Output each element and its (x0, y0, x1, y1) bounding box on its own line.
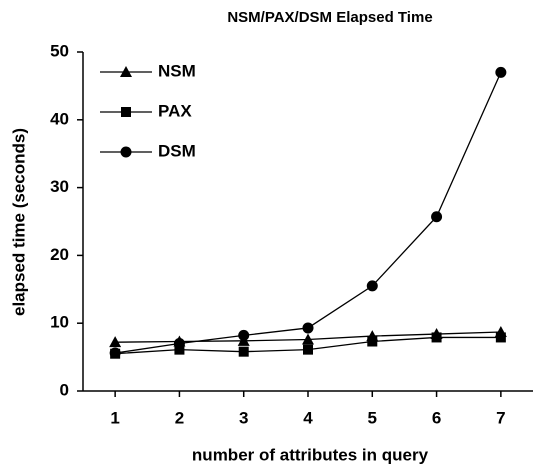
data-point (109, 336, 122, 348)
data-point (495, 66, 507, 78)
data-point (173, 338, 185, 350)
data-point (174, 344, 185, 355)
data-point (302, 333, 314, 345)
data-point (109, 347, 121, 359)
legend-marker (120, 146, 132, 158)
y-tick-label: 10 (50, 313, 69, 332)
y-tick-label: 50 (50, 41, 69, 60)
x-tick-label: 6 (432, 408, 441, 427)
data-point (302, 322, 314, 334)
legend-label: NSM (158, 61, 196, 80)
x-tick-label: 3 (239, 408, 248, 427)
data-point (238, 346, 249, 357)
data-point (366, 280, 378, 292)
legend-label: PAX (158, 101, 192, 120)
y-tick-label: 30 (50, 177, 69, 196)
legend-marker (120, 66, 132, 77)
legend-label: DSM (158, 141, 196, 160)
legend-marker (121, 107, 131, 117)
x-axis-label: number of attributes in query (192, 445, 429, 464)
data-point (238, 329, 250, 341)
data-point (431, 332, 442, 343)
x-tick-label: 2 (175, 408, 184, 427)
x-tick-label: 1 (110, 408, 119, 427)
x-tick-label: 5 (368, 408, 377, 427)
data-point (431, 211, 443, 223)
x-tick-label: 7 (496, 408, 505, 427)
x-tick-label: 4 (303, 408, 313, 427)
data-point (495, 332, 506, 343)
data-point (367, 336, 378, 347)
y-tick-label: 20 (50, 245, 69, 264)
data-point (303, 344, 313, 355)
y-axis-label: elapsed time (seconds) (9, 128, 28, 316)
y-tick-label: 0 (60, 380, 69, 399)
y-tick-label: 40 (50, 109, 69, 128)
chart-title: NSM/PAX/DSM Elapsed Time (227, 9, 432, 26)
